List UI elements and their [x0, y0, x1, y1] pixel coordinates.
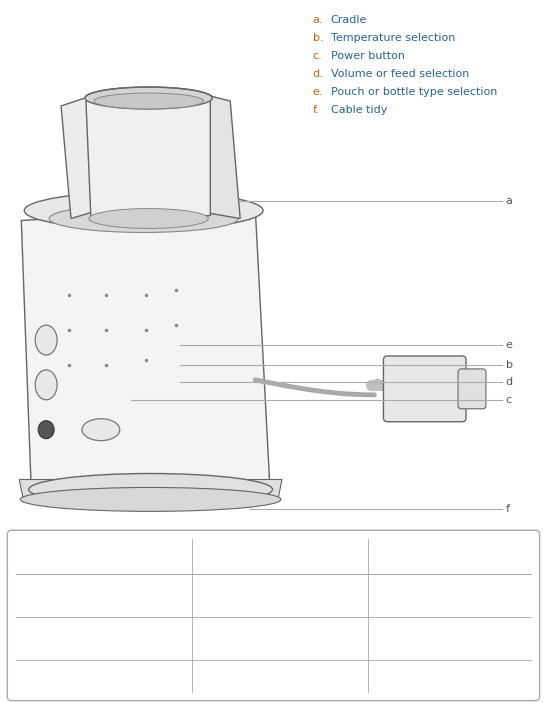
Polygon shape [61, 96, 91, 219]
Text: <100ml: <100ml [481, 591, 526, 600]
Ellipse shape [35, 370, 57, 400]
Text: a.: a. [313, 15, 323, 25]
Text: Cradle: Cradle [331, 15, 367, 25]
Ellipse shape [35, 325, 57, 355]
Text: c: c [506, 395, 512, 405]
Text: FEED SIZE: FEED SIZE [422, 549, 481, 559]
Text: d: d [506, 377, 513, 387]
Text: e: e [506, 340, 513, 350]
Ellipse shape [89, 209, 208, 228]
Polygon shape [19, 479, 282, 499]
Text: d.: d. [313, 69, 323, 79]
Polygon shape [21, 205, 270, 489]
Text: Cable tidy: Cable tidy [331, 105, 387, 115]
Ellipse shape [82, 419, 120, 441]
Text: b.: b. [313, 33, 323, 44]
Text: TEMPERATURE: TEMPERATURE [237, 549, 323, 559]
Ellipse shape [29, 474, 272, 505]
Text: Pouch: Pouch [24, 673, 57, 683]
Text: Freezer: Freezer [205, 673, 246, 683]
FancyBboxPatch shape [383, 356, 466, 422]
Polygon shape [205, 96, 240, 219]
Text: Temperature selection: Temperature selection [331, 33, 455, 44]
Text: a: a [506, 195, 513, 205]
FancyBboxPatch shape [7, 530, 540, 701]
Text: Plastic: Plastic [24, 591, 60, 600]
Text: 4-6 fl-oz: 4-6 fl-oz [380, 633, 425, 643]
Text: b: b [506, 360, 513, 370]
Text: c.: c. [313, 51, 323, 61]
Text: Pouch or bottle type selection: Pouch or bottle type selection [331, 87, 497, 97]
Text: 🍾: 🍾 [174, 632, 181, 645]
Text: Fridge: Fridge [205, 633, 239, 643]
Ellipse shape [24, 192, 263, 229]
Text: f.: f. [313, 105, 319, 115]
Text: 🗃: 🗃 [174, 671, 181, 685]
Ellipse shape [371, 380, 383, 390]
Ellipse shape [94, 93, 203, 109]
Text: e.: e. [313, 87, 323, 97]
Ellipse shape [85, 87, 212, 109]
Ellipse shape [38, 420, 54, 439]
Text: 🍼: 🍼 [174, 589, 181, 602]
Text: 2-3 fl-oz: 2-3 fl-oz [380, 591, 425, 600]
Text: BOTTLE TYPE: BOTTLE TYPE [63, 549, 141, 559]
Text: Volume or feed selection: Volume or feed selection [331, 69, 469, 79]
Text: f: f [506, 504, 510, 515]
Text: 6+ fl-oz: 6+ fl-oz [380, 673, 423, 683]
Text: Glass: Glass [24, 633, 54, 643]
Ellipse shape [20, 487, 281, 511]
Text: Power button: Power button [331, 51, 405, 61]
FancyBboxPatch shape [458, 369, 486, 408]
Ellipse shape [49, 205, 238, 233]
Polygon shape [86, 96, 211, 219]
Text: Room temp: Room temp [205, 591, 269, 600]
Text: <200ml: <200ml [481, 633, 526, 643]
Text: >200ml: >200ml [481, 673, 526, 683]
